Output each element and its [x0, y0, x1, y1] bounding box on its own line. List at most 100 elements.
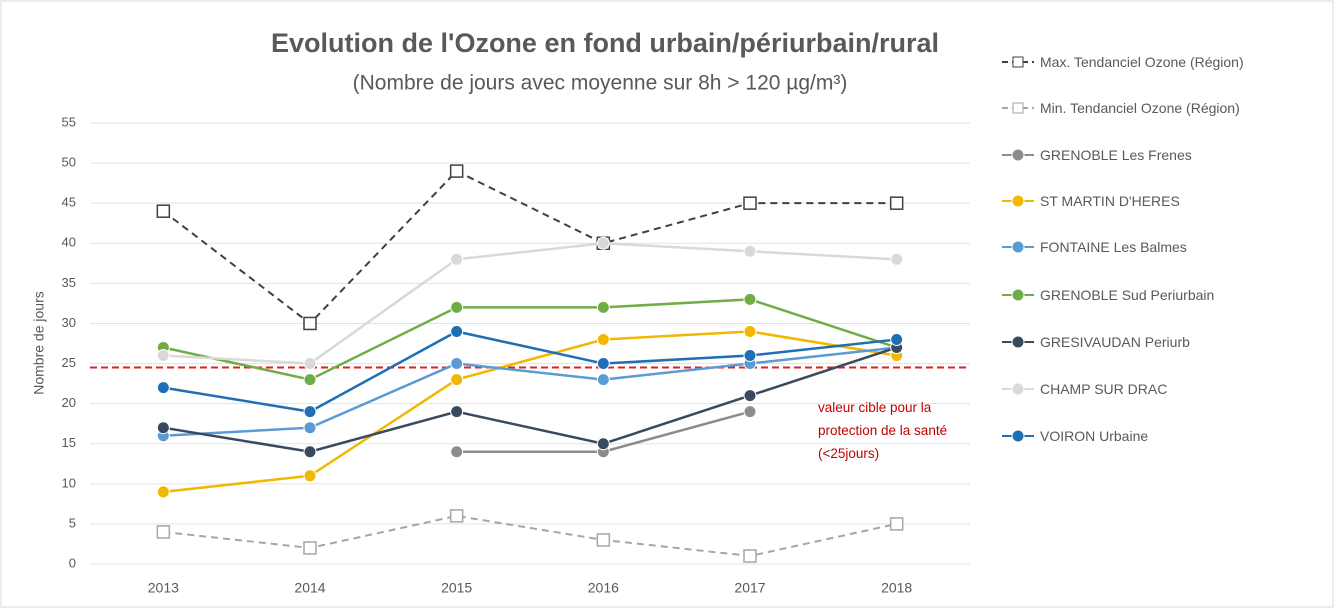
y-tick-label: 15 [62, 435, 76, 450]
legend-item: VOIRON Urbaine [1000, 426, 1300, 446]
legend-swatch [1002, 148, 1034, 162]
legend-item: ST MARTIN D'HERES [1000, 191, 1300, 211]
y-tick-label: 25 [62, 355, 76, 370]
legend-item: GRESIVAUDAN Periurb [1000, 332, 1300, 352]
annotation: valeur cible pour la protection de la sa… [818, 400, 948, 461]
point [450, 300, 464, 314]
legend-item: GRENOBLE Sud Periurbain [1000, 285, 1300, 305]
x-tick-label: 2017 [734, 580, 765, 596]
y-tick-label: 30 [62, 315, 76, 330]
legend-swatch [1002, 382, 1034, 396]
legend-label: CHAMP SUR DRAC [1040, 381, 1168, 397]
point [596, 357, 610, 371]
y-tick-label: 45 [62, 195, 76, 210]
y-tick-label: 0 [69, 555, 76, 570]
series-line [162, 169, 897, 325]
point [743, 292, 757, 306]
series-line [163, 330, 897, 413]
legend-swatch [1002, 288, 1034, 302]
point [303, 316, 317, 331]
legend-label: ST MARTIN D'HERES [1040, 193, 1180, 209]
legend-swatch [1002, 240, 1034, 254]
series-line [163, 346, 897, 437]
point [743, 389, 757, 403]
x-tick-label: 2015 [441, 580, 472, 596]
point [890, 252, 904, 266]
point [303, 469, 317, 483]
point [450, 324, 464, 338]
point [743, 324, 757, 338]
point [156, 381, 170, 395]
point [743, 196, 757, 210]
legend-label: VOIRON Urbaine [1040, 428, 1149, 444]
legend-swatch [1002, 335, 1034, 349]
legend-marker [1011, 335, 1025, 349]
point [450, 357, 464, 371]
point [743, 549, 757, 563]
point [890, 332, 904, 346]
point [889, 517, 904, 531]
series-line [163, 298, 898, 381]
legend-marker [1011, 148, 1025, 162]
legend-label: GRENOBLE Sud Periurbain [1040, 287, 1215, 303]
legend-marker [1012, 102, 1024, 114]
point [156, 204, 171, 218]
legend-item: GRENOBLE Les Frenes [1000, 145, 1300, 165]
chart-title: Evolution de l'Ozone en fond urbain/péri… [271, 28, 939, 58]
series-line [163, 330, 897, 494]
y-tick-label: 50 [62, 155, 76, 170]
chart-subtitle: (Nombre de jours avec moyenne sur 8h > 1… [353, 72, 848, 95]
legend-item: Min. Tendanciel Ozone (Région) [1000, 98, 1300, 118]
legend-label: GRESIVAUDAN Periurb [1040, 334, 1190, 350]
legend-marker [1012, 56, 1024, 68]
legend-swatch [1002, 56, 1034, 68]
legend-swatch [1002, 102, 1034, 114]
point [303, 373, 317, 387]
legend-marker [1011, 194, 1025, 208]
point [596, 236, 610, 250]
y-tick-label: 10 [62, 475, 76, 490]
point [450, 373, 464, 387]
point [156, 525, 171, 539]
legend-label: Max. Tendanciel Ozone (Région) [1040, 54, 1244, 70]
y-axis-label: Nombre de jours [31, 291, 47, 395]
legend-swatch [1002, 429, 1034, 443]
point [450, 405, 464, 419]
x-tick-label: 2018 [881, 580, 912, 596]
y-tick-label: 5 [69, 515, 76, 530]
y-tick-label: 35 [62, 275, 76, 290]
legend-marker [1011, 382, 1025, 396]
point [449, 509, 464, 523]
point [596, 437, 610, 451]
point [450, 445, 464, 459]
point [303, 421, 317, 435]
y-tick-label: 55 [62, 114, 76, 129]
point [156, 421, 170, 435]
point [449, 164, 464, 178]
point [596, 332, 610, 346]
legend-marker [1011, 429, 1025, 443]
legend-item: CHAMP SUR DRAC [1000, 379, 1300, 399]
x-tick-label: 2016 [588, 580, 619, 596]
series-line [163, 242, 897, 365]
point [303, 357, 317, 371]
y-tick-label: 20 [62, 395, 76, 410]
point [450, 252, 464, 266]
legend-marker [1011, 288, 1025, 302]
legend-label: Min. Tendanciel Ozone (Région) [1040, 100, 1240, 116]
y-tick-label: 40 [62, 235, 76, 250]
series-line [163, 514, 897, 557]
legend-marker [1011, 240, 1025, 254]
point [596, 373, 610, 387]
legend-item: Max. Tendanciel Ozone (Région) [1000, 52, 1300, 72]
x-tick-label: 2014 [294, 580, 325, 596]
x-tick-label: 2013 [148, 580, 179, 596]
series-line [163, 346, 898, 454]
legend-item: FONTAINE Les Balmes [1000, 237, 1300, 257]
point [596, 300, 610, 314]
point [743, 405, 757, 419]
point [156, 485, 170, 499]
